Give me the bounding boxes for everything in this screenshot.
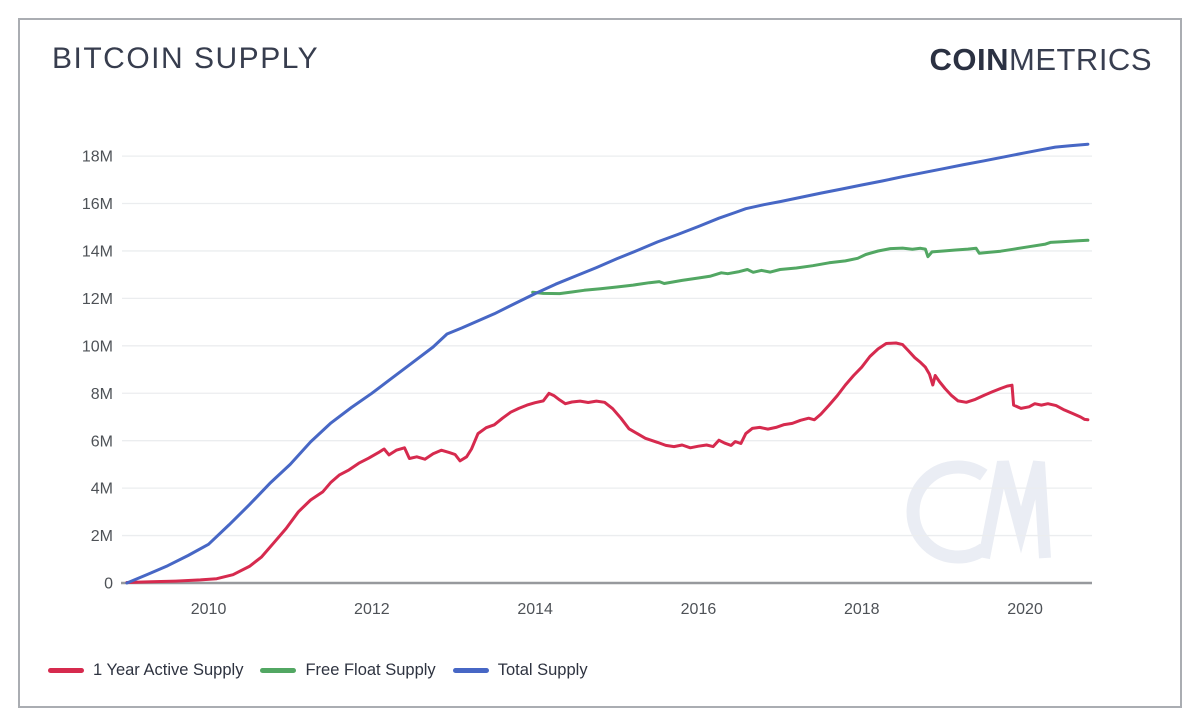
y-axis-tick-label: 18M	[82, 149, 113, 166]
legend-item-1-year-active-supply: 1 Year Active Supply	[48, 661, 243, 680]
legend-swatch-red-icon	[48, 668, 84, 673]
chart-header: BITCOIN SUPPLY COINMETRICS	[52, 42, 1152, 78]
x-axis-tick-label: 2012	[354, 601, 390, 618]
legend-swatch-green-icon	[260, 668, 297, 673]
y-axis-tick-label: 0	[104, 576, 113, 593]
y-axis-tick-label: 12M	[82, 291, 113, 308]
y-axis-tick-label: 14M	[82, 244, 113, 261]
cm-watermark-icon	[906, 460, 988, 564]
y-axis-tick-label: 4M	[91, 481, 113, 498]
legend-swatch-blue-icon	[452, 668, 489, 673]
x-axis-tick-label: 2020	[1007, 601, 1043, 618]
legend-item-free-float-supply: Free Float Supply	[260, 661, 436, 680]
logo-metrics-text: METRICS	[1009, 42, 1152, 77]
page-title: BITCOIN SUPPLY	[52, 42, 320, 75]
y-axis-tick-label: 8M	[91, 386, 113, 403]
legend-label-total-supply: Total Supply	[497, 661, 588, 679]
line-free-float-supply	[531, 238, 1090, 296]
x-axis-tick-label: 2016	[681, 601, 717, 618]
x-axis-tick-label: 2010	[191, 601, 227, 618]
legend-item-total-supply: Total Supply	[452, 661, 588, 680]
line-total-supply	[125, 142, 1090, 585]
y-axis-tick-label: 6M	[91, 433, 113, 450]
cm-watermark-icon	[978, 460, 1051, 560]
y-axis-tick-label: 16M	[82, 196, 113, 213]
y-axis-tick-label: 10M	[82, 338, 113, 355]
x-axis-tick-label: 2014	[517, 601, 553, 618]
coinmetrics-logo: COINMETRICS	[930, 42, 1153, 78]
legend-label-free-float-supply: Free Float Supply	[305, 661, 436, 679]
chart-card: BITCOIN SUPPLY COINMETRICS 1 Year Active…	[18, 18, 1182, 708]
y-axis-tick-label: 2M	[91, 528, 113, 545]
line-1-year-active-supply	[125, 341, 1090, 584]
chart-legend: 1 Year Active Supply Free Float Supply T…	[48, 661, 588, 680]
x-axis-tick-label: 2018	[844, 601, 880, 618]
legend-label-active-supply: 1 Year Active Supply	[93, 661, 244, 679]
logo-coin-text: COIN	[929, 42, 1009, 77]
